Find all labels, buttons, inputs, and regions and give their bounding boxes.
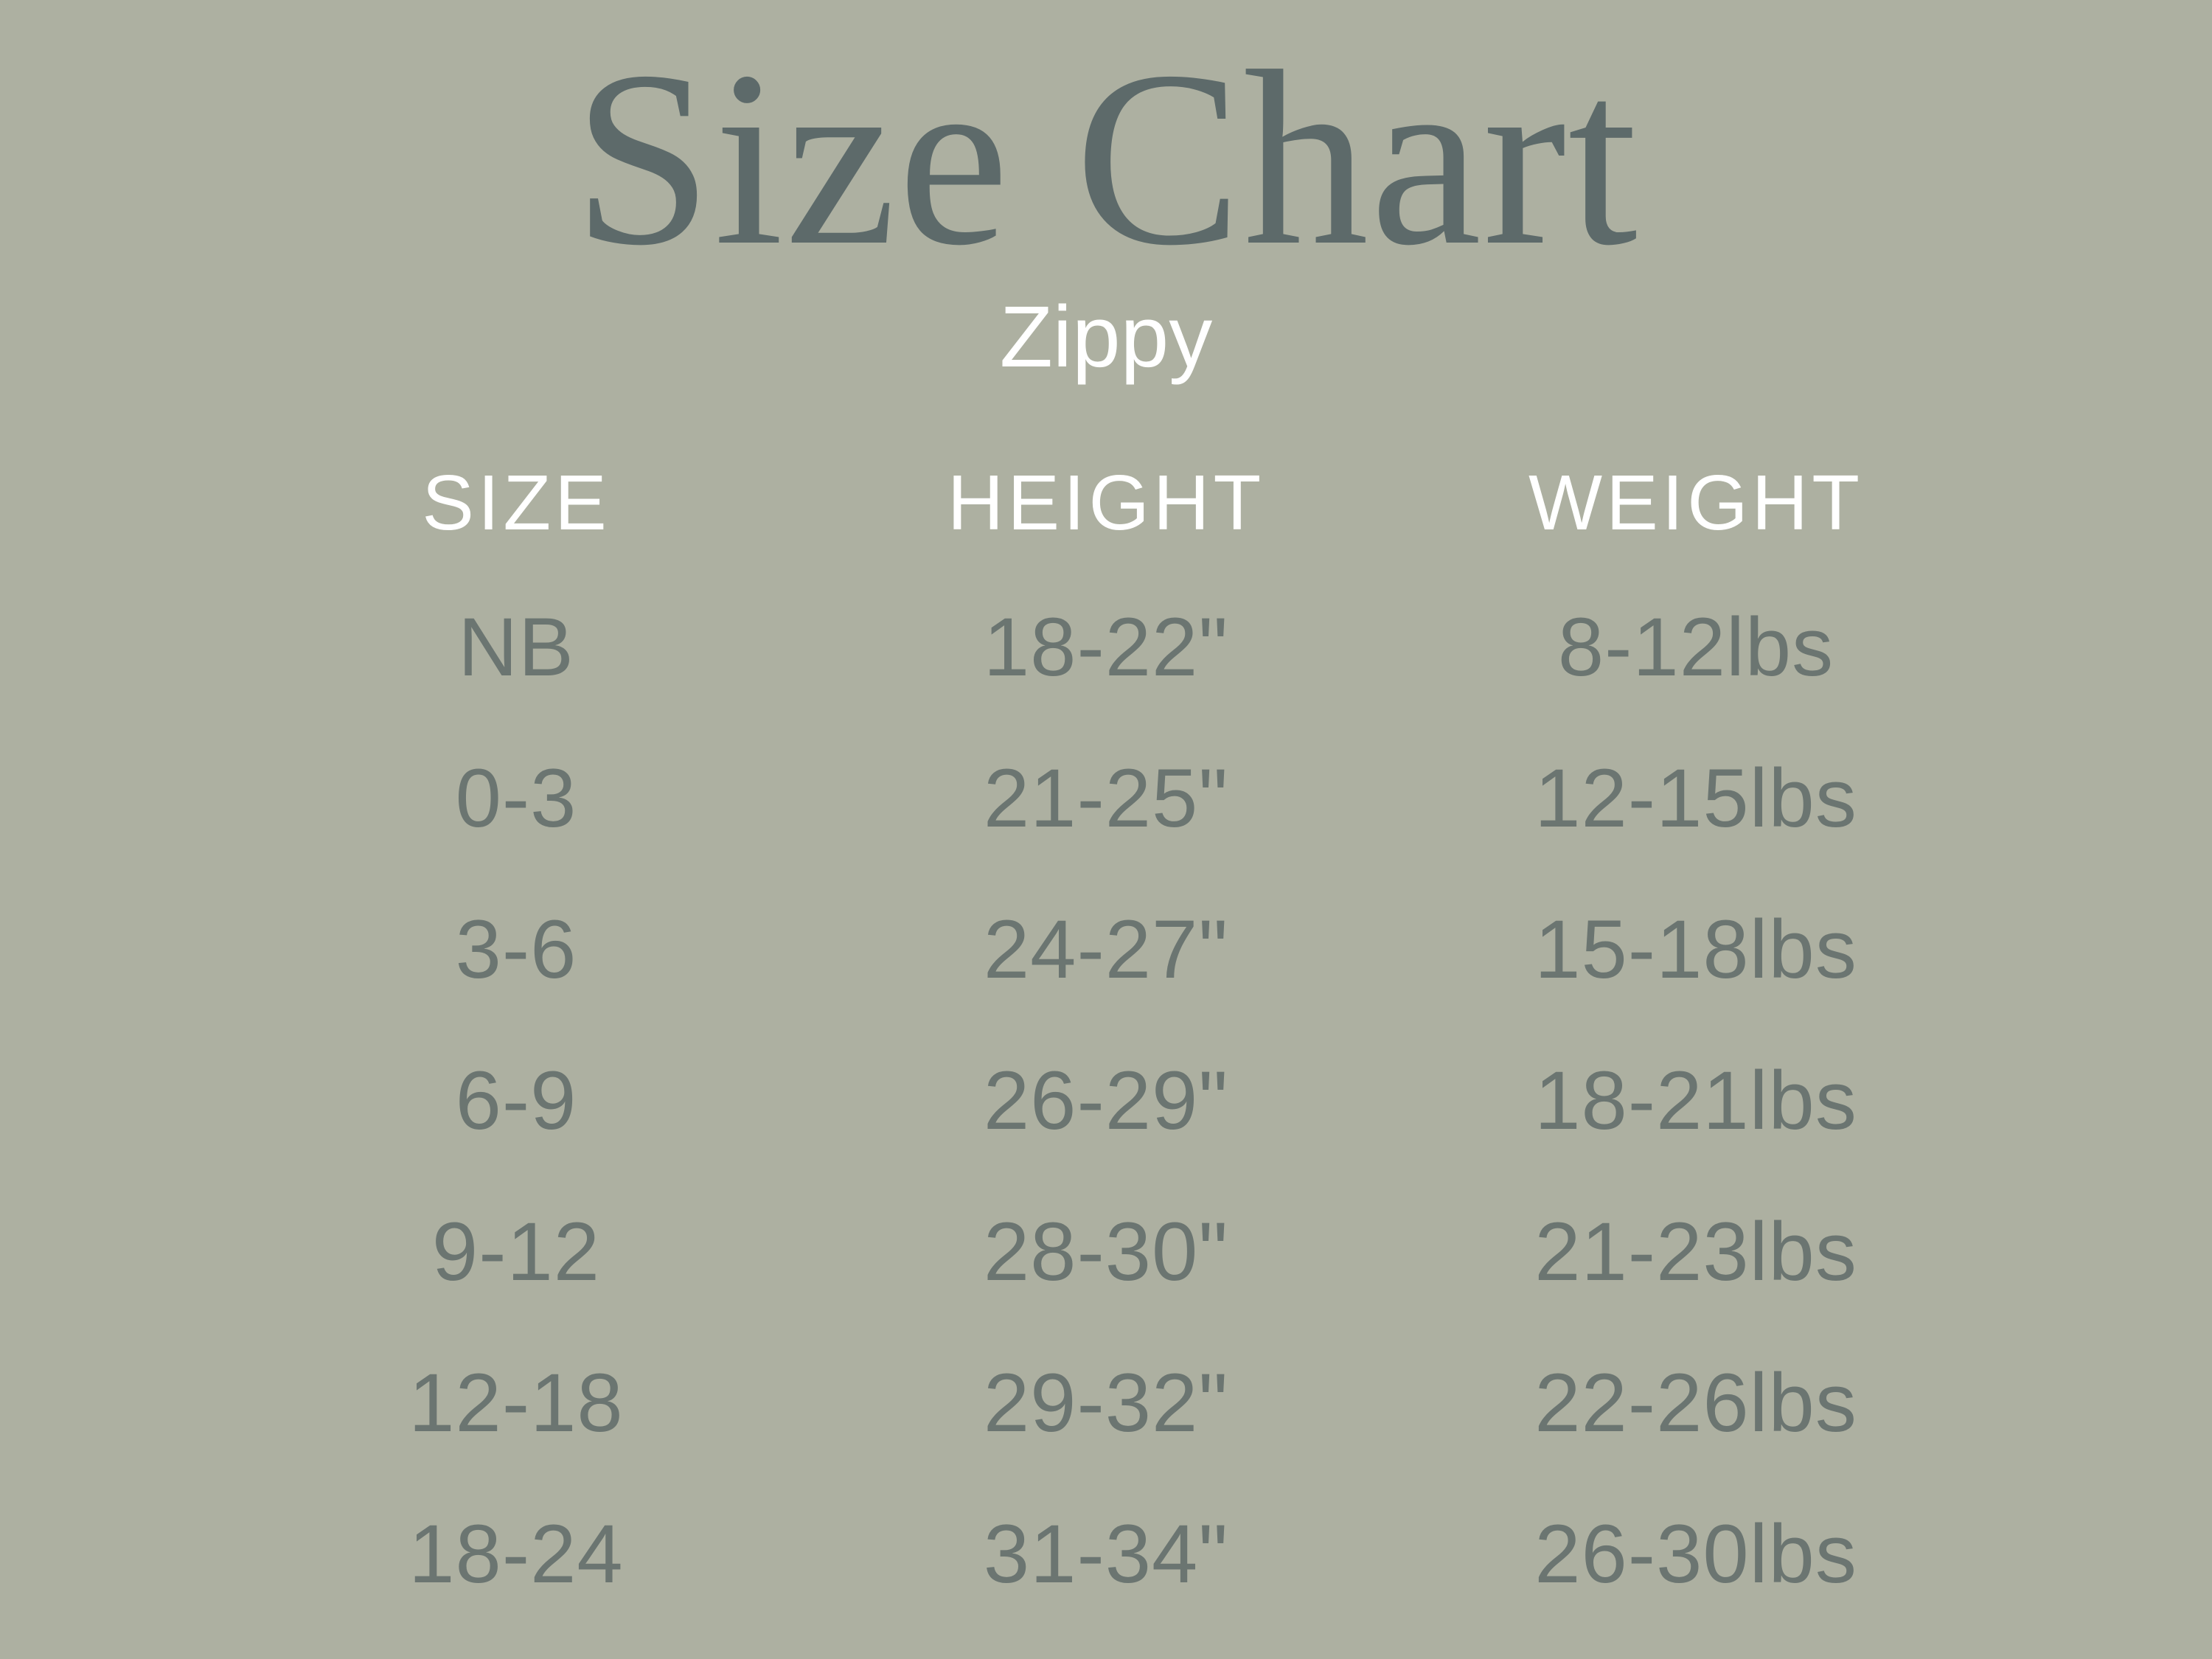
table-row: 12-18 29-32" 22-26lbs xyxy=(221,1327,1991,1478)
table-row: 18-24 31-34" 26-30lbs xyxy=(221,1478,1991,1630)
product-subtitle: Zippy xyxy=(999,288,1213,386)
cell-weight: 8-12lbs xyxy=(1557,601,1834,693)
cell-weight: 15-18lbs xyxy=(1534,903,1857,995)
cell-weight: 21-23lbs xyxy=(1534,1206,1857,1298)
cell-height: 31-34" xyxy=(983,1508,1229,1600)
cell-size: 6-9 xyxy=(455,1054,577,1147)
cell-size: 3-6 xyxy=(455,903,577,995)
cell-height: 24-27" xyxy=(983,903,1229,995)
table-rows: NB 18-22" 8-12lbs 0-3 21-25" 12-15lbs 3-6 24-27… xyxy=(221,571,1991,1630)
cell-size: 12-18 xyxy=(408,1357,624,1449)
table-header-row: SIZE HEIGHT WEIGHT xyxy=(221,435,1991,571)
cell-weight: 18-21lbs xyxy=(1534,1054,1857,1147)
cell-size: 0-3 xyxy=(455,752,577,844)
column-header-weight: WEIGHT xyxy=(1528,459,1863,546)
cell-weight: 22-26lbs xyxy=(1534,1357,1857,1449)
size-table: SIZE HEIGHT WEIGHT NB 18-22" 8-12lbs 0-3 21-… xyxy=(221,435,1991,1630)
cell-height: 28-30" xyxy=(983,1206,1229,1298)
cell-weight: 26-30lbs xyxy=(1534,1508,1857,1600)
table-row: 6-9 26-29" 18-21lbs xyxy=(221,1025,1991,1176)
cell-weight: 12-15lbs xyxy=(1534,752,1857,844)
cell-height: 21-25" xyxy=(983,752,1229,844)
cell-height: 26-29" xyxy=(983,1054,1229,1147)
table-row: NB 18-22" 8-12lbs xyxy=(221,571,1991,723)
page-title: Size Chart xyxy=(573,19,1639,297)
table-row: 0-3 21-25" 12-15lbs xyxy=(221,723,1991,874)
cell-size: 18-24 xyxy=(408,1508,624,1600)
cell-size: 9-12 xyxy=(431,1206,601,1298)
cell-size: NB xyxy=(458,601,574,693)
cell-height: 29-32" xyxy=(983,1357,1229,1449)
column-header-size: SIZE xyxy=(422,459,611,546)
column-header-height: HEIGHT xyxy=(947,459,1265,546)
table-row: 3-6 24-27" 15-18lbs xyxy=(221,874,1991,1025)
table-row: 9-12 28-30" 21-23lbs xyxy=(221,1176,1991,1327)
cell-height: 18-22" xyxy=(983,601,1229,693)
